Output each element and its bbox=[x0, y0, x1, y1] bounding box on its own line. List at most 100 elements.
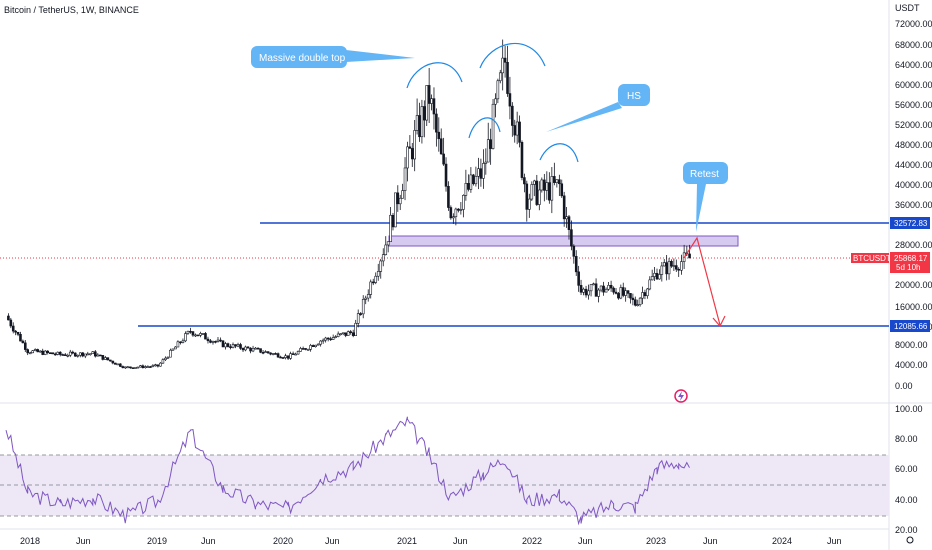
settings-icon[interactable] bbox=[906, 536, 914, 544]
candle-body bbox=[641, 292, 644, 299]
candle-body bbox=[457, 208, 460, 211]
candle-body bbox=[33, 349, 37, 352]
candle-body bbox=[361, 299, 365, 315]
candle-body bbox=[306, 348, 310, 351]
candle-body bbox=[459, 209, 463, 211]
candle-body bbox=[558, 179, 561, 185]
last-price-value: 25868.17 bbox=[894, 254, 928, 263]
candle-body bbox=[629, 293, 632, 299]
price-tick-label: 0.00 bbox=[895, 381, 913, 391]
candle-body bbox=[9, 319, 13, 327]
candle-body bbox=[246, 346, 250, 349]
double-top-arc-right bbox=[479, 42, 546, 69]
callout-hs[interactable]: HS bbox=[546, 84, 650, 132]
candle-body bbox=[151, 365, 155, 367]
candle-body bbox=[379, 260, 383, 272]
candle-body bbox=[602, 285, 605, 293]
callout-retest[interactable]: Retest bbox=[683, 162, 728, 232]
rsi-line bbox=[5, 416, 690, 526]
candle-body bbox=[366, 294, 370, 299]
candle-body bbox=[662, 262, 666, 267]
candle-body bbox=[570, 229, 573, 247]
candle-body bbox=[88, 353, 92, 356]
price-tick-label: 44000.00 bbox=[895, 160, 932, 170]
rsi-tick-label: 100.00 bbox=[895, 404, 923, 414]
candle-body bbox=[612, 287, 615, 293]
candle-body bbox=[236, 344, 240, 347]
candle-body bbox=[271, 353, 275, 355]
candle-body bbox=[633, 299, 637, 306]
candle-body bbox=[454, 208, 458, 218]
callout-double-top[interactable]: Massive double top bbox=[251, 46, 415, 68]
candle-body bbox=[562, 195, 566, 220]
candle-body bbox=[101, 355, 105, 360]
candle-body bbox=[607, 284, 610, 290]
candle-body bbox=[389, 214, 392, 243]
price-tick-label: 72000.00 bbox=[895, 19, 932, 29]
candle-body bbox=[369, 281, 373, 295]
candle-body bbox=[119, 363, 122, 367]
candle-body bbox=[254, 347, 257, 350]
candle-body bbox=[435, 113, 438, 133]
time-tick-label: Jun bbox=[201, 536, 216, 546]
candle-body bbox=[381, 254, 385, 262]
time-tick-label: 2022 bbox=[522, 536, 542, 546]
candle-body bbox=[636, 304, 640, 306]
candle-body bbox=[672, 265, 676, 267]
candle-body bbox=[560, 183, 564, 197]
candle-body bbox=[344, 332, 347, 336]
candle-body bbox=[648, 279, 652, 290]
candle-body bbox=[196, 334, 200, 337]
projection-arrow[interactable] bbox=[683, 236, 726, 328]
candle-body bbox=[594, 283, 598, 297]
candle-body bbox=[462, 195, 465, 210]
candle-body bbox=[304, 348, 307, 350]
candle-body bbox=[553, 176, 556, 183]
candle-body bbox=[199, 333, 202, 336]
candle-body bbox=[141, 365, 145, 369]
rsi-axis[interactable]: 100.00 80.00 60.00 40.00 20.00 bbox=[895, 404, 923, 535]
candle-body bbox=[394, 192, 397, 228]
resistance-zone[interactable] bbox=[388, 235, 739, 247]
candle-body bbox=[226, 343, 230, 347]
candle-body bbox=[665, 262, 668, 275]
time-tick-label: Jun bbox=[76, 536, 91, 546]
candle-body bbox=[53, 353, 57, 356]
candle-body bbox=[86, 353, 90, 356]
candle-body bbox=[484, 161, 488, 164]
candle-body bbox=[604, 288, 608, 293]
candle-body bbox=[161, 359, 165, 364]
currency-label: USDT bbox=[895, 3, 920, 13]
candle-body bbox=[410, 148, 414, 160]
candle-body bbox=[251, 347, 255, 352]
candle-body bbox=[11, 325, 15, 332]
candle-body bbox=[211, 341, 215, 343]
time-axis[interactable]: 2018 Jun 2019 Jun 2020 Jun 2021 Jun 2022 Jun 2023 J… bbox=[20, 536, 842, 546]
candle-body bbox=[582, 288, 585, 293]
rsi-tick-label: 20.00 bbox=[895, 525, 918, 535]
rsi-tick-label: 40.00 bbox=[895, 495, 918, 505]
candle-body bbox=[535, 180, 539, 205]
candle-body bbox=[449, 207, 453, 219]
candle-body bbox=[677, 268, 681, 271]
candle-body bbox=[408, 146, 412, 149]
candle-body bbox=[136, 366, 140, 369]
candle-body bbox=[472, 174, 475, 185]
candle-body bbox=[264, 351, 267, 353]
candle-body bbox=[491, 103, 495, 149]
candle-body bbox=[194, 334, 197, 337]
candle-body bbox=[81, 352, 85, 357]
candle-body bbox=[131, 367, 135, 369]
candle-body bbox=[16, 331, 20, 335]
price-axis[interactable]: 72000.00 68000.00 64000.00 60000.00 56000.00… bbox=[895, 19, 932, 391]
candle-body bbox=[261, 352, 265, 354]
candle-body bbox=[577, 271, 580, 286]
time-tick-label: 2024 bbox=[772, 536, 792, 546]
candle-body bbox=[624, 290, 627, 296]
lightning-icon[interactable] bbox=[674, 389, 688, 403]
candle-body bbox=[186, 330, 190, 334]
candle-body bbox=[191, 331, 195, 336]
time-tick-label: 2019 bbox=[147, 536, 167, 546]
candle-body bbox=[498, 72, 502, 82]
